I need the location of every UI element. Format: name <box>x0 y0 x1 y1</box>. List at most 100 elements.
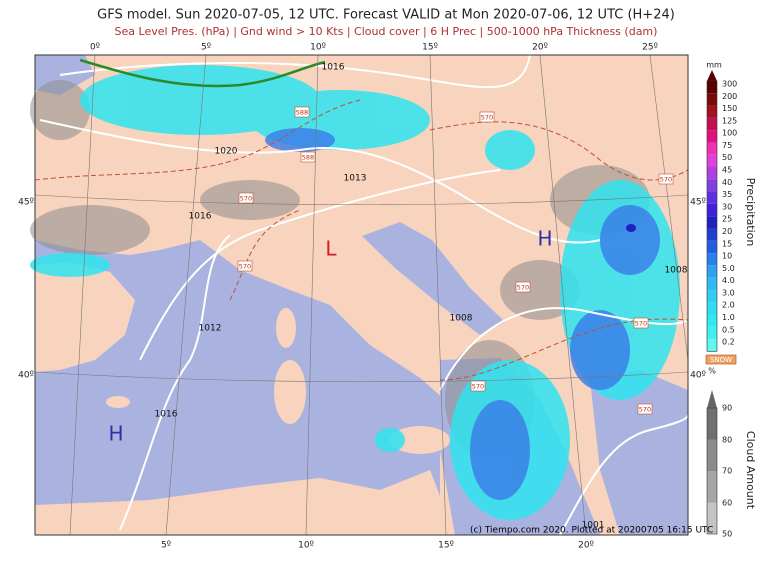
thickness-label: 570 <box>481 114 493 122</box>
precip-label: 300 <box>722 80 737 89</box>
thickness-label: 570 <box>639 406 651 414</box>
cloud-label: 80 <box>722 436 732 445</box>
isobar-label: 1013 <box>344 174 367 184</box>
thickness-box <box>294 106 310 118</box>
lon-label: 20º <box>578 541 594 551</box>
cloud-arrow <box>707 390 717 408</box>
cloud-unit: % <box>708 367 716 376</box>
freezing-line <box>79 58 326 88</box>
lon-label: 15º <box>438 541 454 551</box>
subtitle: Sea Level Pres. (hPa) | Gnd wind > 10 Kt… <box>115 25 658 38</box>
precip-label: 20 <box>722 227 732 236</box>
cloud-swatch <box>707 471 717 503</box>
precip-swatch <box>707 117 717 131</box>
isobar-label: 1016 <box>189 212 212 222</box>
cloud-swatch <box>707 502 717 534</box>
precip-label: 2.0 <box>722 301 735 310</box>
precip-label: 40 <box>722 178 732 187</box>
labels: 0º 5º 10º 15º 20º 25º 5º 10º 15º 20º 45º 40º 45º 40º 1… <box>18 43 757 551</box>
snow-box <box>705 354 737 365</box>
lon-label: 25º <box>642 43 658 53</box>
thickness-box <box>633 317 649 329</box>
sea <box>590 370 688 535</box>
precip-swatch <box>707 203 717 217</box>
precip-swatch <box>707 314 717 327</box>
precip-label: 150 <box>722 104 737 113</box>
precip-swatch <box>707 105 717 118</box>
precip-label: 3.0 <box>722 288 735 297</box>
island <box>274 360 306 424</box>
island <box>390 426 450 454</box>
thickness-label: 588 <box>296 109 308 117</box>
thickness-box <box>515 281 531 293</box>
precip-label: 1.0 <box>722 313 735 322</box>
credit: (c) Tiempo.com 2020. Plotted at 20200705… <box>470 526 713 536</box>
thickness-label: 570 <box>635 320 647 328</box>
lon-label: 0º <box>90 43 100 53</box>
isobar-label: 1001 <box>582 521 605 531</box>
precip-label: 10 <box>722 252 732 261</box>
land <box>35 470 455 535</box>
precip-label: 4.0 <box>722 276 735 285</box>
precipitation-peak <box>626 224 636 232</box>
pressure-center: H <box>537 227 552 251</box>
colorbar-frame <box>706 80 718 352</box>
precip-label: 75 <box>722 141 732 150</box>
land <box>35 262 135 372</box>
cloud-label: 70 <box>722 467 732 476</box>
precip-swatch <box>707 228 717 241</box>
isobar-label: 1020 <box>215 147 238 157</box>
cloud-swatch <box>707 439 717 471</box>
colorbar-frame <box>706 407 718 535</box>
cloud-title: Cloud Amount <box>744 431 757 510</box>
isobar-label: 1008 <box>450 314 473 324</box>
cloud-swatch <box>707 408 717 440</box>
thickness-label: 570 <box>660 176 672 184</box>
precip-swatch <box>707 179 717 192</box>
island <box>106 396 130 408</box>
precip-swatch <box>707 167 717 180</box>
colorbar-arrow <box>707 70 717 81</box>
lon-label: 5º <box>201 43 211 53</box>
pressure-center: L <box>325 237 337 261</box>
lat-label: 40º <box>18 371 34 381</box>
island <box>276 308 296 348</box>
precip-swatch <box>707 93 717 106</box>
graticule <box>34 54 689 536</box>
sea <box>35 240 445 535</box>
precip-swatch <box>707 289 717 303</box>
precip-unit: mm <box>706 61 722 70</box>
precip-label: 0.2 <box>722 338 735 347</box>
precipitation-heavy <box>265 128 660 500</box>
isobar-label: 1008 <box>665 266 688 276</box>
isobar-label: 1016 <box>322 63 345 73</box>
thickness-box <box>300 151 316 163</box>
thickness-label: 570 <box>517 284 529 292</box>
precip-swatch <box>707 130 717 143</box>
precip-swatch <box>707 191 717 204</box>
precip-swatch <box>707 326 717 340</box>
snow-label: SNOW <box>710 356 732 364</box>
precip-label: 30 <box>722 202 732 211</box>
thickness-box <box>658 173 674 185</box>
thickness-box <box>637 403 653 415</box>
precip-label: 45 <box>722 166 732 175</box>
isobar-label: 1016 <box>155 410 178 420</box>
map-frame <box>34 54 689 536</box>
thickness-box <box>238 192 254 204</box>
lon-label: 10º <box>310 43 326 53</box>
isobars <box>39 54 689 536</box>
precip-swatch <box>707 253 717 266</box>
precip-label: 100 <box>722 129 737 138</box>
precip-label: 25 <box>722 215 732 224</box>
thickness-label: 570 <box>240 195 252 203</box>
precip-label: 35 <box>722 190 732 199</box>
lon-label: 15º <box>422 43 438 53</box>
thickness-label: 570 <box>472 383 484 391</box>
precip-swatch <box>707 277 717 290</box>
precip-label: 125 <box>722 116 737 125</box>
lat-label: 40º <box>690 371 706 381</box>
lon-label: 5º <box>161 541 171 551</box>
lon-label: 20º <box>532 43 548 53</box>
